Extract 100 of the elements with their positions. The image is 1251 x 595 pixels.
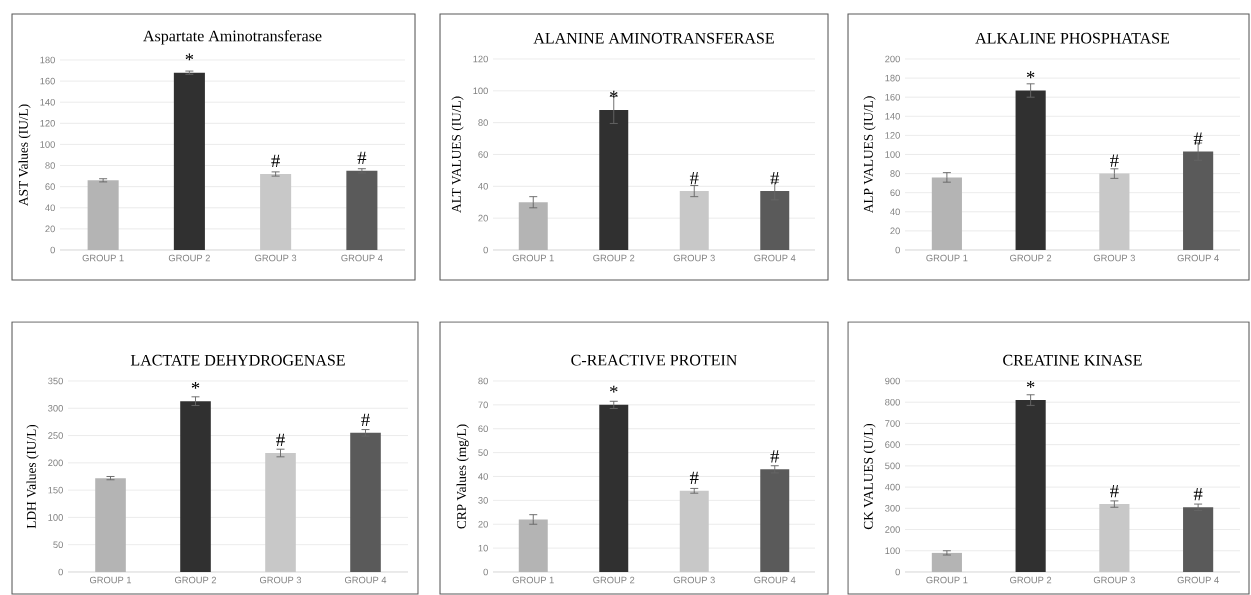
y-tick-label: 0 (50, 246, 55, 254)
y-tick-label: 20 (478, 214, 488, 222)
y-tick-label: 0 (483, 568, 488, 576)
x-tick-label: GROUP 3 (1093, 254, 1135, 262)
y-tick-label: 140 (885, 113, 900, 120)
y-tick-label: 0 (895, 246, 900, 254)
y-tick-label: 400 (884, 483, 900, 491)
y-tick-label: 50 (478, 449, 488, 456)
y-tick-label: 140 (40, 98, 55, 106)
y-tick-label: 60 (478, 151, 488, 158)
y-tick-label: 10 (478, 544, 488, 552)
x-tick-label: GROUP 4 (754, 254, 796, 262)
annotation: # (271, 154, 280, 168)
y-axis-title: ALP VALUES (IU/L) (863, 96, 876, 214)
annotation: # (357, 151, 367, 164)
y-tick-label: 600 (885, 441, 900, 448)
y-tick-label: 100 (473, 87, 488, 95)
x-tick-label: GROUP 1 (926, 576, 968, 584)
x-tick-label: GROUP 2 (1010, 576, 1052, 584)
annotation: # (689, 171, 699, 185)
x-tick-label: GROUP 3 (1093, 576, 1135, 584)
y-tick-label: 350 (48, 377, 63, 385)
y-tick-label: 700 (885, 420, 900, 427)
chart-title: LACTATE DEHYDROGENASE (130, 354, 345, 366)
y-tick-label: 40 (45, 204, 55, 212)
x-tick-label: GROUP 4 (754, 576, 796, 584)
y-tick-label: 200 (885, 526, 900, 533)
y-tick-label: 160 (40, 77, 55, 85)
x-tick-label: GROUP 3 (259, 576, 302, 584)
y-tick-label: 150 (48, 486, 63, 494)
y-tick-label: 200 (885, 55, 900, 63)
y-tick-label: 40 (478, 473, 488, 480)
chart-title: ALKALINE PHOSPHATASE (975, 32, 1170, 44)
y-tick-label: 300 (885, 505, 900, 512)
y-tick-label: 40 (478, 183, 488, 190)
x-tick-label: GROUP 3 (673, 576, 715, 584)
y-tick-label: 80 (45, 162, 55, 169)
chart-title: CREATINE KINASE (1003, 354, 1142, 366)
y-tick-label: 160 (885, 93, 900, 101)
x-tick-label: GROUP 2 (1010, 254, 1052, 262)
y-tick-label: 30 (478, 497, 488, 504)
annotation: # (770, 171, 780, 185)
chart-title: C-REACTIVE PROTEIN (571, 354, 737, 366)
x-tick-label: GROUP 1 (89, 576, 132, 584)
y-tick-label: 20 (45, 225, 55, 233)
annotation: * (191, 382, 200, 389)
y-tick-label: 800 (885, 398, 900, 406)
y-tick-label: 100 (885, 547, 900, 555)
annotation: * (1026, 380, 1035, 388)
x-tick-label: GROUP 4 (341, 254, 383, 262)
y-tick-label: 900 (885, 377, 900, 385)
annotation: * (1026, 71, 1035, 79)
y-tick-label: 180 (885, 74, 900, 82)
x-tick-label: GROUP 3 (255, 254, 297, 262)
x-tick-label: GROUP 4 (344, 576, 387, 584)
y-tick-label: 20 (890, 227, 900, 235)
annotation: # (689, 471, 699, 484)
y-tick-label: 50 (53, 541, 63, 548)
y-tick-label: 100 (48, 514, 63, 521)
y-tick-label: 120 (40, 120, 55, 127)
x-tick-label: GROUP 2 (168, 254, 210, 262)
annotation: * (610, 385, 618, 393)
y-tick-label: 0 (483, 246, 488, 254)
annotation: # (276, 433, 285, 447)
y-tick-label: 300 (48, 404, 63, 412)
annotation: # (1110, 154, 1119, 167)
y-tick-label: 180 (40, 56, 55, 64)
x-tick-label: GROUP 2 (593, 576, 635, 584)
x-tick-label: GROUP 4 (1177, 254, 1219, 262)
y-tick-label: 60 (478, 425, 488, 433)
annotation: # (1193, 488, 1203, 501)
y-tick-label: 120 (885, 132, 900, 139)
y-axis-title: CRP Values (mg/L) (456, 424, 469, 529)
annotation: * (610, 90, 618, 98)
y-tick-label: 60 (45, 183, 55, 190)
y-tick-label: 250 (48, 432, 63, 439)
y-tick-label: 500 (885, 462, 900, 470)
chart-title: Aspartate Aminotransferase (143, 29, 322, 45)
x-tick-label: GROUP 1 (82, 254, 124, 262)
y-tick-label: 100 (885, 151, 900, 158)
x-tick-label: GROUP 1 (926, 254, 968, 262)
y-axis-title: ALT VALUES (IU/L) (451, 96, 464, 213)
y-tick-label: 80 (890, 170, 900, 177)
y-tick-label: 80 (478, 377, 488, 385)
y-tick-label: 80 (478, 119, 488, 126)
annotation: * (185, 53, 194, 61)
y-tick-label: 0 (895, 568, 900, 576)
y-axis-title: AST Values (IU/L) (18, 104, 31, 206)
x-tick-label: GROUP 1 (512, 576, 554, 584)
y-axis-title: LDH Values (IU/L) (26, 424, 39, 529)
x-tick-label: GROUP 4 (1177, 576, 1219, 584)
y-axis-title: CK VALUES (U/L) (863, 423, 876, 530)
x-tick-label: GROUP 3 (673, 254, 715, 262)
y-tick-label: 200 (48, 459, 63, 467)
y-tick-label: 20 (478, 520, 488, 528)
annotation: # (1193, 132, 1203, 145)
annotation: # (361, 413, 370, 426)
chart-title: ALANINE AMINOTRANSFERASE (533, 32, 774, 44)
y-tick-label: 100 (40, 141, 55, 148)
x-tick-label: GROUP 2 (174, 576, 217, 584)
